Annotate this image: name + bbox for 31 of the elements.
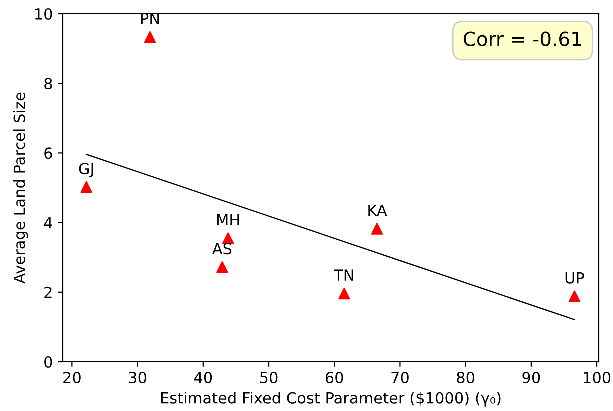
x-tick-label: 70 [392,372,409,384]
point [371,223,384,235]
x-tick-label: 40 [194,372,212,384]
x-tick-label: 60 [326,372,344,384]
x-tick-label: 100 [584,372,611,384]
annotation: UP [566,272,584,284]
annotation: KA [368,205,388,216]
annotation: Corr = -0.61 [464,32,582,46]
point [216,262,228,274]
y-tick-label: 2 [44,286,52,298]
y-tick-label: 0 [44,356,52,368]
y-axis-title: Average Land Parcel Size [13,92,28,284]
x-tick-label: 80 [457,372,475,384]
annotation: AS [212,243,232,255]
point [80,181,92,194]
point [338,288,350,300]
y-tick-label: 6 [44,148,52,160]
point [222,232,234,244]
x-tick-label: 90 [522,372,540,384]
x-axis-title: Estimated Fixed Cost Parameter ($1000) (γ₀) [161,392,501,407]
x-tick-label: 20 [64,372,81,384]
y-tick-label: 8 [44,78,52,90]
y-tick-label: 4 [44,217,52,229]
annotation: TN [334,270,354,281]
point [144,31,156,44]
annotation: GJ [79,163,94,178]
y-tick-label: 10 [36,8,52,20]
point [568,290,581,302]
annotation: MH [217,214,240,226]
x-tick-label: 50 [260,372,278,384]
x-tick-label: 30 [129,372,146,384]
